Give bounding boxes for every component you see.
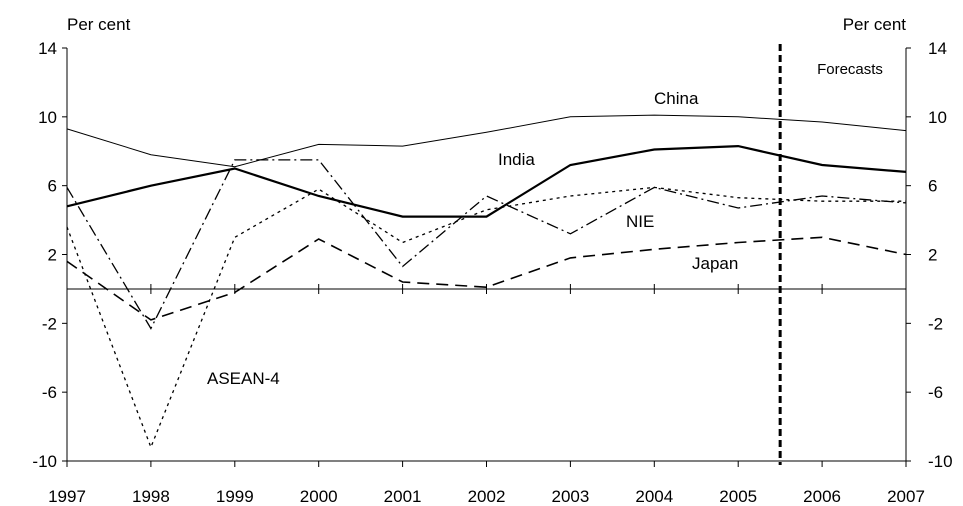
y-tick-label-left: -2 (42, 314, 57, 333)
y-tick-label-right: 14 (928, 39, 947, 58)
y-tick-label-left: 2 (48, 246, 57, 265)
y-tick-label-right: 2 (928, 246, 937, 265)
y-tick-label-right: -6 (928, 383, 943, 402)
x-tick-label: 2005 (719, 487, 757, 506)
series-label-japan: Japan (692, 254, 738, 273)
x-tick-label: 1997 (48, 487, 86, 506)
x-tick-label: 2006 (803, 487, 841, 506)
y-tick-label-left: -10 (32, 452, 57, 471)
series-line-nie (66, 159, 907, 330)
left-unit-label: Per cent (67, 15, 131, 34)
x-tick-label: 2001 (384, 487, 422, 506)
x-tick-label: 2000 (300, 487, 338, 506)
right-unit-label: Per cent (843, 15, 907, 34)
y-tick-label-left: 10 (38, 108, 57, 127)
series-label-china: China (654, 89, 699, 108)
forecast-note: Forecasts (817, 61, 883, 78)
series-label-asean4: ASEAN-4 (207, 369, 280, 388)
series-label-india: India (498, 150, 535, 169)
series-line-india (66, 144, 907, 218)
y-tick-label-right: 10 (928, 108, 947, 127)
y-tick-label-right: -10 (928, 452, 953, 471)
x-tick-label: 1998 (132, 487, 170, 506)
series-line-japan (66, 236, 907, 321)
series-line-asean4 (66, 186, 906, 449)
x-tick-label: 2004 (635, 487, 673, 506)
y-tick-label-right: 6 (928, 177, 937, 196)
x-tick-label: 2007 (887, 487, 925, 506)
x-tick-label: 2003 (551, 487, 589, 506)
y-tick-label-left: 14 (38, 39, 57, 58)
x-tick-label: 2002 (468, 487, 506, 506)
series-label-nie: NIE (626, 212, 654, 231)
tick-layer: -10 -10 -6 -6 -2 -2 2 2 6 6 10 10 14 14 1997 1998 1999 20… (32, 39, 952, 506)
series-layer (66, 114, 907, 449)
x-tick-label: 1999 (216, 487, 254, 506)
y-tick-label-left: -6 (42, 383, 57, 402)
y-tick-label-left: 6 (48, 177, 57, 196)
series-line-china (66, 114, 907, 168)
y-tick-label-right: -2 (928, 314, 943, 333)
